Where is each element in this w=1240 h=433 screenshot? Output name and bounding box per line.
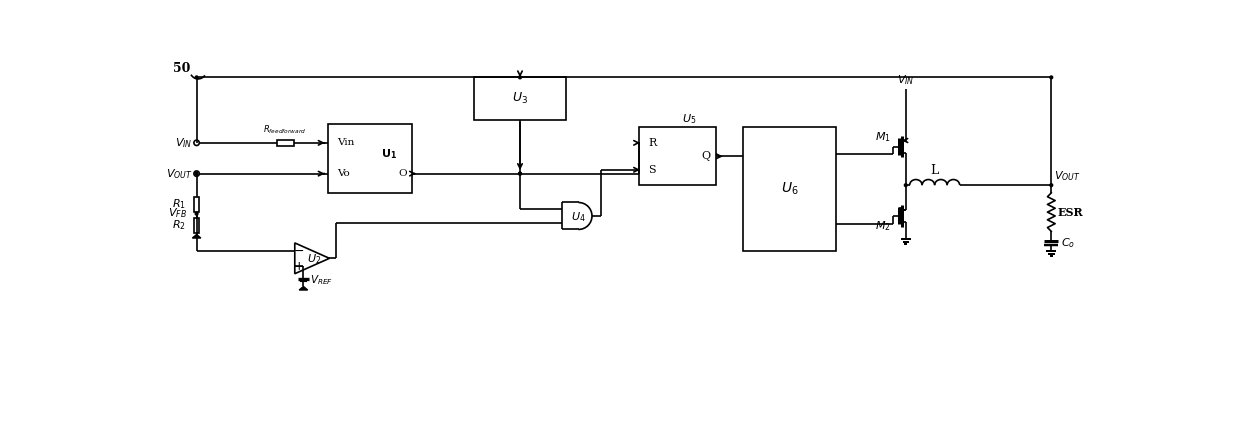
Bar — [193, 197, 200, 212]
Circle shape — [195, 172, 198, 175]
Circle shape — [518, 76, 521, 79]
Circle shape — [518, 172, 521, 175]
Text: $U_5$: $U_5$ — [682, 112, 697, 126]
Bar — [193, 217, 200, 233]
Bar — [474, 78, 567, 120]
Text: $U_4$: $U_4$ — [572, 210, 585, 223]
Text: $V_{IN}$: $V_{IN}$ — [175, 136, 192, 150]
Circle shape — [1050, 184, 1053, 187]
Text: $V_{REF}$: $V_{REF}$ — [310, 273, 334, 287]
Text: S: S — [649, 165, 656, 175]
Text: $M_1$: $M_1$ — [875, 130, 892, 144]
Circle shape — [195, 212, 198, 215]
Text: $-$: $-$ — [293, 244, 304, 257]
Text: $V_{OUT}$: $V_{OUT}$ — [166, 167, 192, 181]
Circle shape — [904, 184, 908, 187]
Polygon shape — [299, 286, 308, 290]
Text: $V_{OUT}$: $V_{OUT}$ — [1054, 169, 1080, 183]
Text: 50: 50 — [174, 61, 191, 74]
Circle shape — [1050, 76, 1053, 79]
Text: $\mathbf{U_1}$: $\mathbf{U_1}$ — [381, 148, 397, 161]
Text: ESR: ESR — [1058, 207, 1083, 218]
Circle shape — [195, 76, 198, 79]
Text: $R_2$: $R_2$ — [172, 218, 186, 232]
Text: $R_1$: $R_1$ — [172, 197, 186, 211]
Text: $V_{FB}$: $V_{FB}$ — [167, 206, 186, 220]
Text: $U_2$: $U_2$ — [308, 252, 321, 266]
Text: Vin: Vin — [337, 138, 355, 147]
Text: $R_{feedforward}$: $R_{feedforward}$ — [263, 123, 306, 136]
Bar — [277, 140, 294, 146]
Circle shape — [518, 172, 521, 175]
Text: Vo: Vo — [337, 169, 350, 178]
Text: L: L — [930, 164, 939, 177]
Text: $U_6$: $U_6$ — [781, 181, 799, 197]
Text: $U_3$: $U_3$ — [512, 91, 528, 106]
Text: O: O — [398, 169, 407, 178]
Polygon shape — [192, 234, 201, 238]
Text: $M_2$: $M_2$ — [875, 219, 892, 233]
Bar — [327, 123, 412, 193]
Text: $C_o$: $C_o$ — [1060, 236, 1075, 250]
Text: R: R — [649, 138, 657, 148]
Text: $V_{IN}$: $V_{IN}$ — [897, 73, 915, 87]
Bar — [640, 127, 717, 185]
Text: Q: Q — [701, 151, 711, 162]
Bar — [743, 127, 836, 251]
Text: $+$: $+$ — [293, 259, 304, 272]
